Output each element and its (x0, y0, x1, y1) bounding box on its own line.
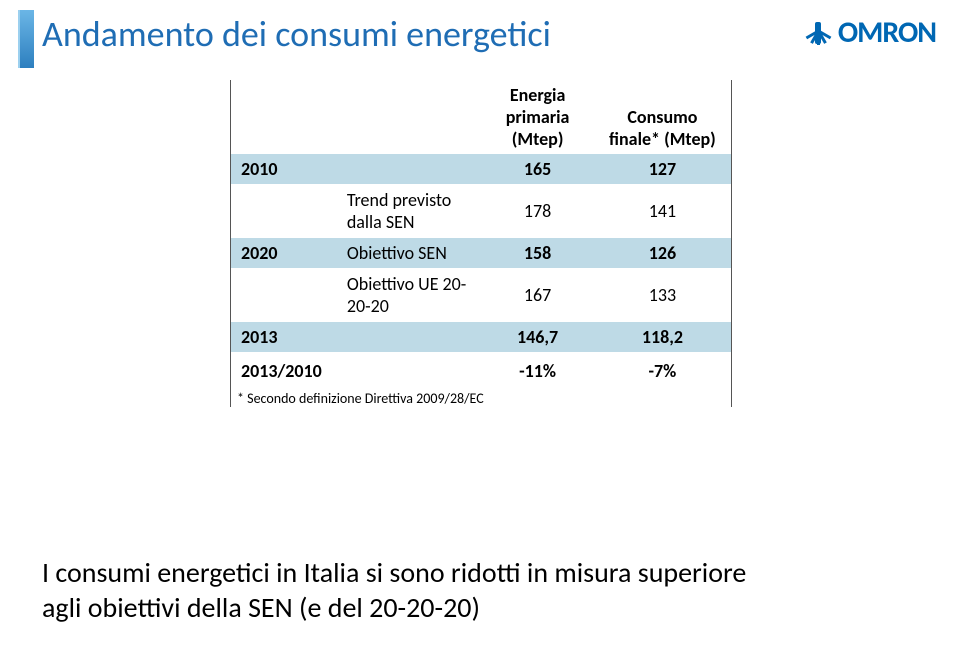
cell-year: 2013 (231, 322, 339, 352)
cell-energy: 165 (481, 154, 593, 184)
cell-consumption: -7% (594, 352, 731, 390)
subtitle-line1: I consumi energetici in Italia si sono r… (42, 555, 746, 590)
omron-logo-text: OMRON (838, 14, 936, 51)
cell-year: 2010 (231, 154, 339, 184)
slide-subtitle: I consumi energetici in Italia si sono r… (42, 555, 922, 625)
table-row: 2013/2010 -11%-7% (231, 352, 731, 390)
header-consumption: Consumo finale* (Mtep) (594, 80, 731, 154)
cell-consumption: 133 (594, 268, 731, 322)
consumption-table: Energia primaria (Mtep) Consumo finale* … (230, 80, 732, 407)
cell-year (231, 268, 339, 322)
subtitle-line2: agli obiettivi della SEN (e del 20-20-20… (42, 590, 480, 625)
cell-energy: -11% (481, 352, 593, 390)
cell-year: 2020 (231, 238, 339, 268)
header-energy: Energia primaria (Mtep) (481, 80, 593, 154)
cell-label: Trend previsto dalla SEN (339, 184, 482, 238)
table-row: 2020Obiettivo SEN158126 (231, 238, 731, 268)
omron-logo-icon (804, 18, 834, 48)
cell-energy: 167 (481, 268, 593, 322)
cell-energy: 158 (481, 238, 593, 268)
cell-consumption: 126 (594, 238, 731, 268)
cell-label: Obiettivo SEN (339, 238, 482, 268)
table-row: 2010 165127 (231, 154, 731, 184)
cell-consumption: 141 (594, 184, 731, 238)
cell-label (339, 154, 482, 184)
cell-label: Obiettivo UE 20-20-20 (339, 268, 482, 322)
cell-year: 2013/2010 (231, 352, 339, 390)
table-row: Trend previsto dalla SEN178141 (231, 184, 731, 238)
cell-energy: 178 (481, 184, 593, 238)
slide-title: Andamento dei consumi energetici (42, 12, 551, 56)
table-row: Obiettivo UE 20-20-20167133 (231, 268, 731, 322)
cell-consumption: 118,2 (594, 322, 731, 352)
cell-label (339, 322, 482, 352)
omron-logo: OMRON (804, 14, 936, 51)
header-empty-year (231, 80, 339, 154)
cell-energy: 146,7 (481, 322, 593, 352)
slide-accent (18, 10, 34, 68)
header-empty-label (339, 80, 482, 154)
table-footnote: * Secondo definizione Direttiva 2009/28/… (231, 390, 731, 407)
table-row: 2013 146,7118,2 (231, 322, 731, 352)
cell-consumption: 127 (594, 154, 731, 184)
cell-year (231, 184, 339, 238)
cell-label (339, 352, 482, 390)
